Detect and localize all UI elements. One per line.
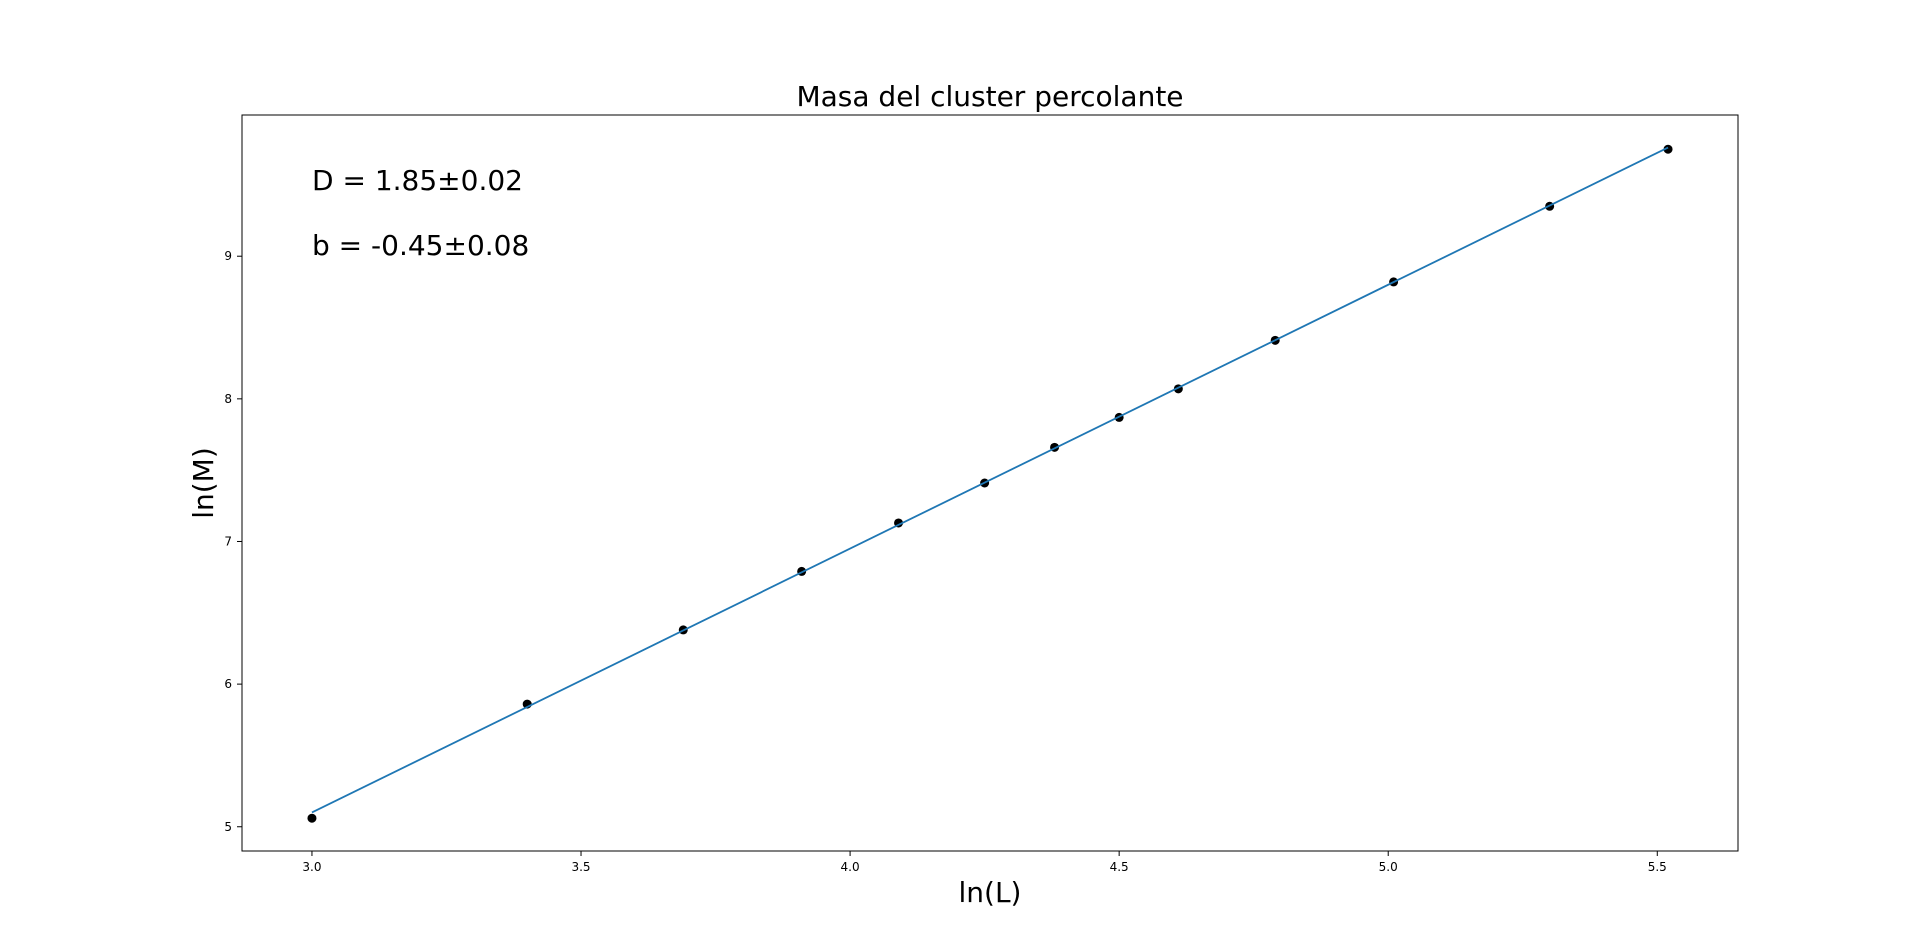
y-axis-label: ln(M) [187,447,220,519]
x-tick-label: 3.0 [302,860,321,874]
annotation-b-value: b = -0.45±0.08 [312,229,529,262]
annotation-d-value: D = 1.85±0.02 [312,164,523,197]
y-tick-label: 8 [224,392,232,406]
y-axis-ticks: 5 6 7 8 9 [224,249,242,834]
x-tick-label: 5.5 [1648,860,1667,874]
y-tick-label: 7 [224,534,232,548]
y-tick-label: 9 [224,249,232,263]
data-point [307,813,317,823]
x-tick-label: 5.0 [1379,860,1398,874]
chart-title: Masa del cluster percolante [796,80,1183,113]
fit-line [311,146,1669,814]
y-tick-label: 5 [224,820,232,834]
x-tick-label: 3.5 [571,860,590,874]
plot-frame [241,114,1739,852]
x-axis-label: ln(L) [959,876,1022,909]
plot-area [307,144,1673,823]
x-tick-label: 4.5 [1110,860,1129,874]
data-point [1663,144,1673,154]
y-tick-label: 6 [224,677,232,691]
x-tick-label: 4.0 [841,860,860,874]
x-axis-ticks: 3.0 3.5 4.0 4.5 5.0 5.5 [302,851,1667,874]
